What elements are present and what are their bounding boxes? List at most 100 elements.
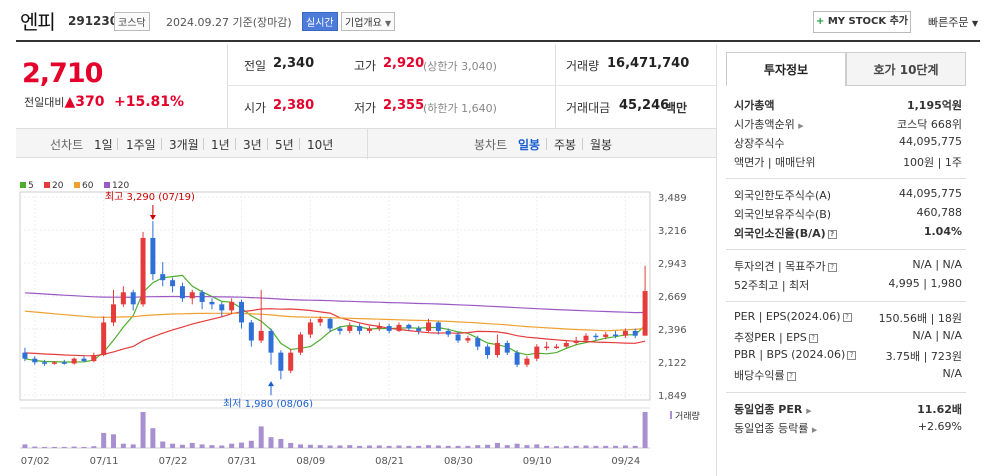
- help-icon[interactable]: ?: [827, 262, 837, 272]
- help-icon[interactable]: ?: [827, 229, 837, 239]
- legend-label: 60: [82, 181, 94, 191]
- est-per-value: N/A | N/A: [912, 329, 962, 342]
- volume-bar: [494, 442, 500, 448]
- candle-body: [111, 304, 117, 323]
- volume-bar: [307, 444, 313, 448]
- trade-value-unit: 백만: [665, 101, 688, 115]
- period-1w[interactable]: 1주일: [126, 138, 156, 152]
- volume-bar: [101, 432, 107, 448]
- period-1d[interactable]: 1일: [94, 138, 113, 152]
- chart-annotations: 최고 3,290 (07/19) 최저 1,980 (08/06): [105, 191, 313, 410]
- low-arrow-head: [268, 381, 275, 387]
- x-tick-label: 09/10: [523, 456, 552, 467]
- volume-bar: [32, 446, 38, 448]
- est-per-label: 추정PER | EPS: [734, 331, 807, 344]
- period-10y[interactable]: 10년: [307, 138, 334, 152]
- volume-bar: [632, 445, 638, 448]
- candle-body: [406, 324, 412, 329]
- candle-body: [337, 328, 343, 331]
- line-chart-label[interactable]: 선차트: [50, 138, 84, 152]
- plot-frame: [19, 191, 651, 401]
- volume-bar: [140, 412, 146, 448]
- company-info-dropdown[interactable]: 기업개요 ▼: [341, 12, 396, 31]
- info-panel: 투자정보 호가 10단계 시가총액 1,195억원 시가총액순위 ▶ 코스닥 668…: [726, 52, 970, 472]
- volume-legend-swatch: [670, 411, 672, 419]
- realtime-button[interactable]: 실시간: [302, 12, 338, 31]
- candle-body: [327, 318, 333, 329]
- volume-bar: [622, 445, 628, 448]
- chevron-right-icon: ▶: [798, 122, 804, 130]
- stock-code: 291230: [68, 14, 119, 28]
- tab-invest-info[interactable]: 투자정보: [726, 52, 846, 86]
- y-tick-label: 2,943: [658, 259, 687, 270]
- candle-monthly[interactable]: 월봉: [590, 138, 613, 152]
- ma-60-line: [24, 310, 646, 332]
- candle-body: [494, 342, 500, 356]
- market-cap-rank-row[interactable]: 시가총액순위 ▶ 코스닥 668위: [734, 116, 962, 134]
- chevron-right-icon: ▶: [806, 407, 812, 415]
- y-tick-label: 3,216: [658, 226, 687, 237]
- price-chart[interactable]: 5 20 60 120 3,489 3,216 2,943 2,669 2,396 2,122 1…: [16, 172, 716, 476]
- caret-down-icon: ▼: [385, 19, 392, 28]
- candle-body: [189, 292, 195, 299]
- help-icon[interactable]: ?: [786, 371, 796, 381]
- market-cap-value: 1,195억원: [906, 99, 962, 112]
- header-divider: [16, 40, 980, 42]
- candle-daily[interactable]: 일봉: [518, 138, 541, 152]
- candle-body: [603, 334, 609, 337]
- volume-bar: [170, 443, 176, 448]
- volume-bar: [179, 444, 185, 448]
- quick-order-button[interactable]: 빠른주문 ▼: [928, 14, 978, 30]
- trade-value-label: 거래대금: [566, 101, 611, 115]
- shares-label: 상장주식수: [734, 137, 785, 150]
- volume-bar: [465, 445, 471, 448]
- period-3y[interactable]: 3년: [243, 138, 262, 152]
- open-value: 2,380: [273, 98, 315, 113]
- legend-swatch: [44, 182, 50, 188]
- legend-swatch: [74, 182, 80, 188]
- chevron-right-icon: ▶: [811, 426, 818, 434]
- per-value: 150.56배 | 18원: [878, 312, 962, 325]
- sector-rate-row[interactable]: 동일업종 등락률 ▶ +2.69%: [734, 420, 962, 438]
- opinion-value: N/A | N/A: [912, 258, 962, 271]
- y-axis-ticks: 3,489 3,216 2,943 2,669 2,396 2,122 1,849: [658, 193, 687, 402]
- period-3m[interactable]: 3개월: [169, 138, 199, 152]
- quote-row-divider: [227, 85, 716, 86]
- upper-limit: (상한가 3,040): [423, 60, 497, 73]
- period-1y[interactable]: 1년: [211, 138, 230, 152]
- volume-bar: [455, 445, 461, 448]
- candle-body: [376, 326, 382, 329]
- volume-bar: [209, 445, 215, 448]
- candle-body: [61, 362, 67, 364]
- candle-body: [366, 328, 372, 331]
- help-icon[interactable]: ?: [808, 333, 818, 343]
- high-label: 고가: [354, 59, 377, 73]
- stock-name: 엔피: [20, 10, 56, 34]
- date-text: 2024.09.27 기준(장마감): [166, 16, 292, 29]
- candle-weekly[interactable]: 주봉: [554, 138, 577, 152]
- volume-bar: [189, 442, 195, 448]
- change-amount: 370: [75, 94, 105, 110]
- candle-body: [416, 328, 422, 331]
- help-icon[interactable]: ?: [847, 350, 857, 360]
- help-icon[interactable]: ?: [842, 312, 852, 322]
- candle-body: [317, 318, 323, 323]
- candle-body: [71, 358, 77, 364]
- candle-body: [613, 334, 619, 337]
- panel-divider: [716, 44, 717, 476]
- volume-bar: [120, 443, 126, 448]
- period-5y[interactable]: 5년: [275, 138, 294, 152]
- chart-legend: 5 20 60 120: [20, 181, 129, 191]
- candle-body: [160, 274, 166, 281]
- tab-orderbook[interactable]: 호가 10단계: [846, 52, 966, 86]
- sector-per-row[interactable]: 동일업종 PER ▶ 11.62배: [734, 401, 962, 419]
- add-mystock-button[interactable]: + MY STOCK 추가: [813, 11, 911, 33]
- x-tick-label: 07/11: [90, 456, 119, 467]
- volume-bars: 거래량: [20, 407, 700, 449]
- high-arrow-head: [149, 215, 156, 221]
- change-label: 전일대비: [24, 96, 65, 109]
- candle-body: [435, 322, 441, 331]
- foreign-limit-label: 외국인한도주식수(A): [734, 189, 832, 202]
- candle-chart-label[interactable]: 봉차트: [474, 138, 508, 152]
- sector-per-value: 11.62배: [917, 403, 962, 416]
